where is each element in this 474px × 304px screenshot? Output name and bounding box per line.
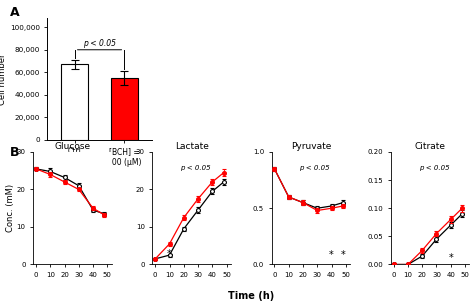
Y-axis label: Conc. (mM): Conc. (mM) bbox=[6, 184, 15, 232]
Bar bbox=[111, 78, 138, 140]
Text: *: * bbox=[167, 249, 172, 259]
Title: Glucose: Glucose bbox=[55, 142, 91, 151]
Title: Citrate: Citrate bbox=[415, 142, 446, 151]
Text: p < 0.05: p < 0.05 bbox=[419, 165, 449, 171]
Text: *: * bbox=[329, 250, 334, 260]
Text: p < 0.05: p < 0.05 bbox=[300, 165, 330, 171]
Text: *: * bbox=[448, 253, 453, 263]
Bar bbox=[61, 64, 88, 140]
Text: A: A bbox=[9, 6, 19, 19]
Text: *: * bbox=[340, 250, 345, 260]
Text: Time (h): Time (h) bbox=[228, 291, 274, 301]
Title: Pyruvate: Pyruvate bbox=[291, 142, 331, 151]
Text: B: B bbox=[9, 146, 19, 159]
Y-axis label: Cell number: Cell number bbox=[0, 53, 7, 105]
Text: p < 0.05: p < 0.05 bbox=[83, 39, 116, 48]
Title: Lactate: Lactate bbox=[175, 142, 209, 151]
Text: p < 0.05: p < 0.05 bbox=[180, 165, 211, 171]
